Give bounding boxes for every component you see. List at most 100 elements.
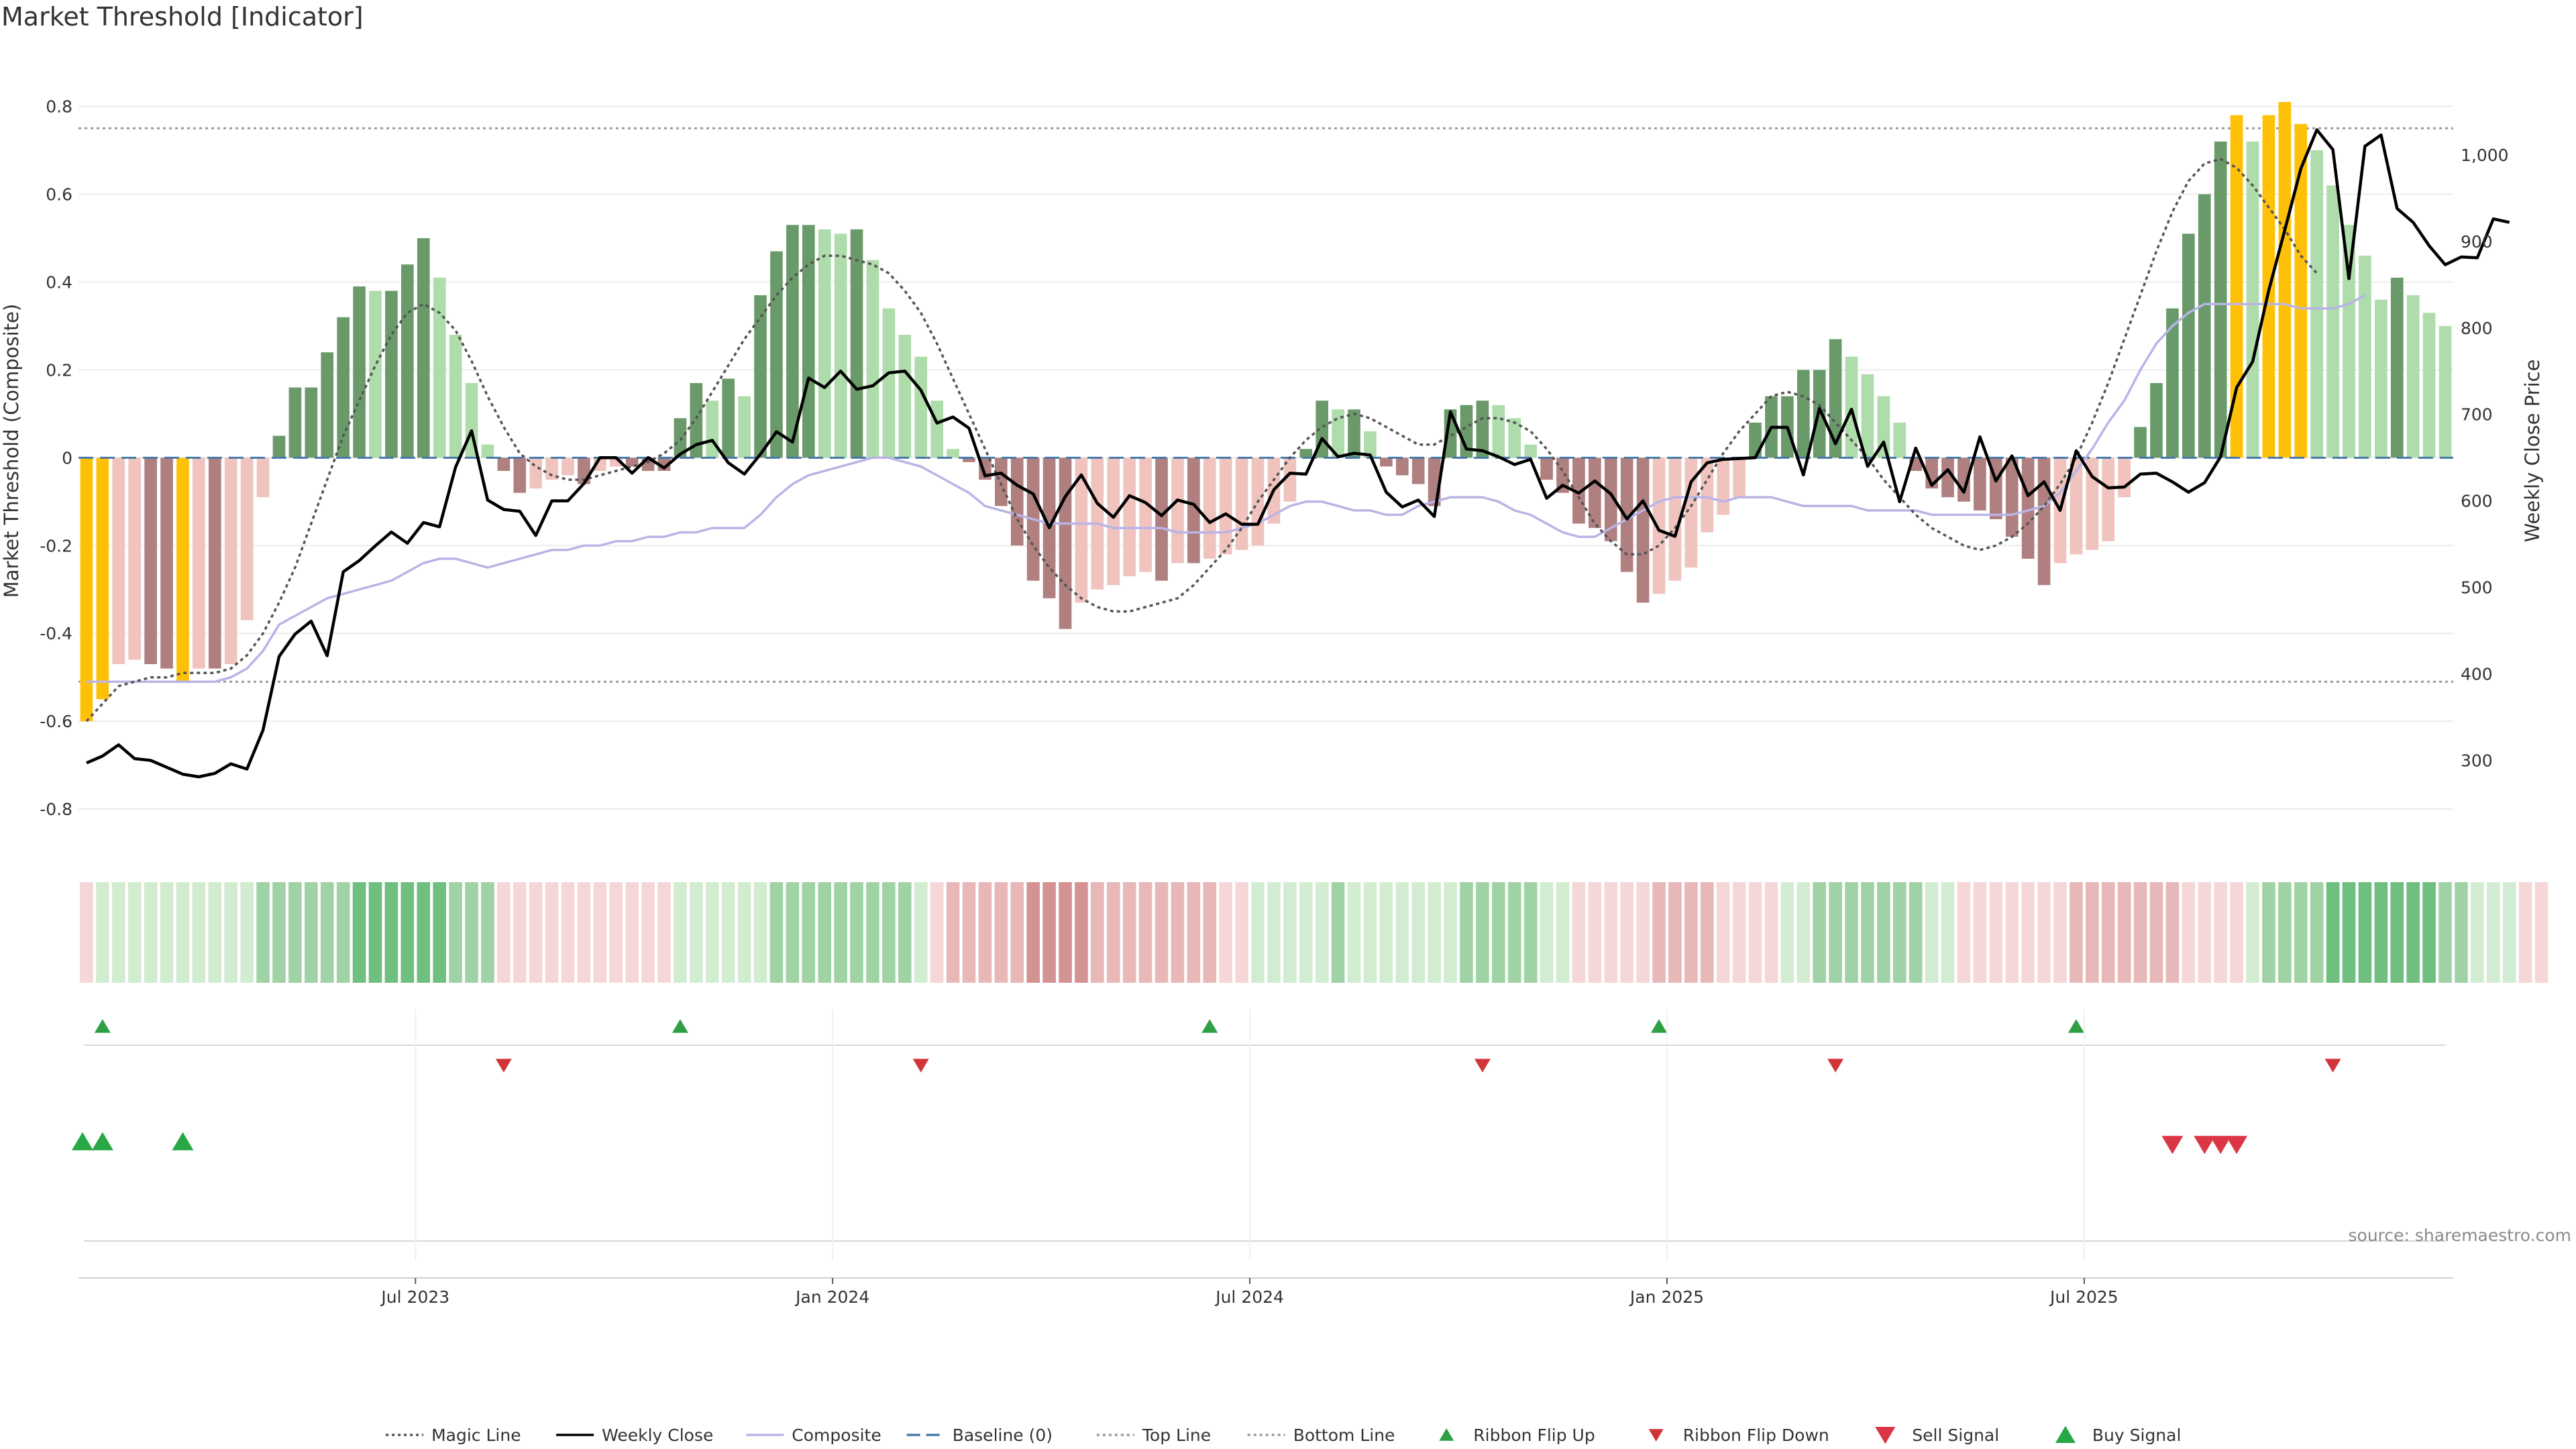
ribbon-cell [1444, 882, 1457, 983]
ribbon-cell [1363, 882, 1377, 983]
composite-bar [2198, 194, 2211, 458]
legend-label: Magic Line [431, 1426, 521, 1445]
ribbon-cell [400, 882, 415, 983]
composite-bar [850, 229, 863, 458]
ribbon-cell [2518, 882, 2532, 983]
ribbon-cell [240, 882, 254, 983]
legend-swatch [1875, 1427, 1896, 1444]
y-axis-label: Market Threshold (Composite) [0, 304, 23, 598]
legend-swatch [1648, 1429, 1664, 1442]
ribbon-cell [2358, 882, 2372, 983]
x-tick-label: Jan 2024 [794, 1287, 869, 1307]
legend-swatch [2055, 1426, 2076, 1443]
ribbon-cell [994, 882, 1008, 983]
x-tick-label: Jul 2025 [2049, 1287, 2118, 1307]
composite-bar [1941, 458, 1954, 498]
legend-item: Baseline (0) [906, 1426, 1053, 1445]
composite-bar [1395, 458, 1409, 476]
composite-bar [1957, 458, 1970, 502]
composite-bar [1075, 458, 1088, 603]
ribbon-cell [1716, 882, 1730, 983]
ribbon-cell [2374, 882, 2388, 983]
composite-bar [272, 435, 286, 458]
composite-bar [1684, 458, 1698, 568]
ribbon-flip-down-marker [2324, 1059, 2341, 1073]
composite-bar [2375, 299, 2387, 458]
ribbon-cell [2262, 882, 2275, 983]
x-tick-label: Jul 2024 [1214, 1287, 1284, 1307]
legend-label: Buy Signal [2092, 1426, 2182, 1445]
ribbon-cell [1829, 882, 1842, 983]
ribbon-cell [1283, 882, 1297, 983]
ribbon-cell [1684, 882, 1698, 983]
signal-markers [71, 1132, 2248, 1155]
composite-bar [786, 225, 799, 458]
ribbon-cell [384, 882, 398, 983]
composite-bar [866, 260, 879, 458]
ribbon-cell [674, 882, 687, 983]
legend-item: Ribbon Flip Down [1648, 1426, 1829, 1445]
ribbon-cell [1636, 882, 1650, 983]
ribbon-cell [1411, 882, 1426, 983]
composite-bar [2070, 458, 2083, 555]
composite-bar [1524, 444, 1537, 458]
ribbon-cell [1476, 882, 1489, 983]
legend-item: Bottom Line [1247, 1426, 1395, 1445]
composite-bar [561, 458, 574, 476]
composite-bar [1364, 431, 1377, 458]
ribbon-flip-up-marker [1651, 1019, 1668, 1033]
composite-bar [1492, 405, 1505, 458]
ribbon-cell [1588, 882, 1602, 983]
ribbon-cell [1700, 882, 1714, 983]
ribbon-cell [1299, 882, 1313, 983]
ribbon-cell [208, 882, 222, 983]
composite-bar [963, 458, 975, 462]
composite-bar [545, 458, 558, 480]
composite-bar [305, 387, 318, 458]
buy-signal-marker [172, 1132, 194, 1150]
composite-bar [1187, 458, 1200, 564]
ribbon-flip-markers [84, 1019, 2445, 1242]
ribbon-cell [946, 882, 960, 983]
composite-bar [80, 458, 93, 722]
legend-item: Weekly Close [556, 1426, 713, 1445]
composite-bar [802, 225, 815, 458]
composite-bar [417, 237, 430, 458]
ribbon-cell [2438, 882, 2452, 983]
ribbon-cell [2534, 882, 2548, 983]
ribbon-cell [834, 882, 847, 983]
ribbon-cell [513, 882, 527, 983]
legend-item: Sell Signal [1875, 1426, 1999, 1445]
ribbon-cell [1877, 882, 1890, 983]
ribbon-cell [2230, 882, 2243, 983]
legend-label: Baseline (0) [953, 1426, 1053, 1445]
ribbon-cell [690, 882, 703, 983]
weekly-close-line [86, 128, 2510, 779]
ribbon-cell [2406, 882, 2420, 983]
y2-tick-label: 900 [2461, 232, 2493, 252]
legend-item: Composite [746, 1426, 881, 1445]
ribbon-cell [1492, 882, 1505, 983]
magic-line [85, 158, 2318, 722]
ribbon-cell [625, 882, 639, 983]
composite-bar [2359, 256, 2371, 458]
legend-item: Buy Signal [2055, 1426, 2182, 1445]
composite-bar [754, 295, 767, 458]
composite-bar [1893, 422, 1907, 458]
legend-label: Ribbon Flip Up [1473, 1426, 1595, 1445]
ribbon-cell [2086, 882, 2099, 983]
ribbon-cell [1347, 882, 1361, 983]
source-label: source: sharemaestro.com [2349, 1226, 2572, 1245]
composite-bar [1829, 339, 1842, 458]
series-lines [78, 128, 2510, 779]
composite-bar [1283, 458, 1297, 502]
composite-bar [2102, 458, 2115, 541]
ribbon-cell [1572, 882, 1586, 983]
ribbon-cell [481, 882, 494, 983]
y-tick-label: 0 [62, 448, 72, 468]
composite-bars [80, 102, 2452, 722]
ribbon-cell [1460, 882, 1473, 983]
composite-bar [1219, 458, 1232, 555]
sell-signal-marker [2210, 1136, 2232, 1155]
